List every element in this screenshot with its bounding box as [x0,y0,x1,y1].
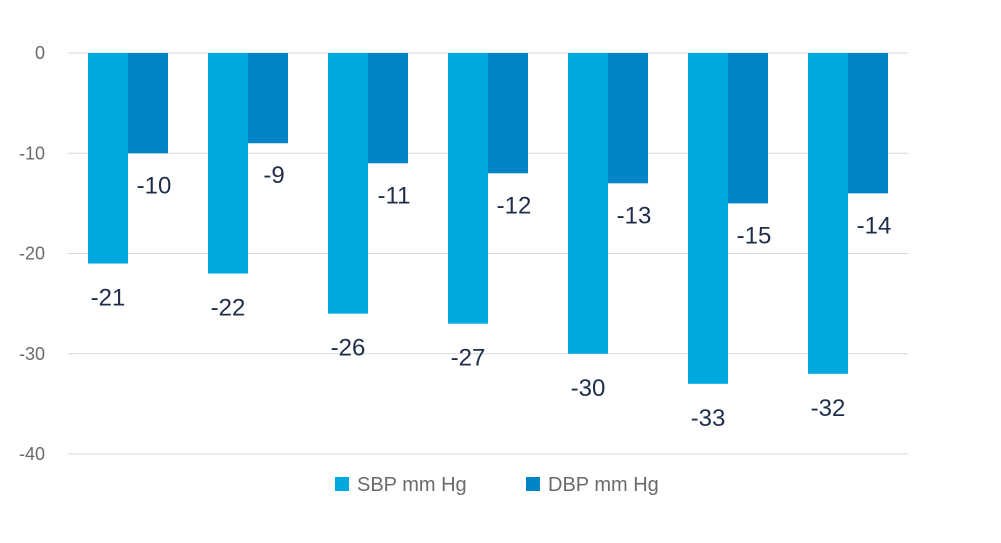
sbp-bar [328,53,368,314]
dbp-bar [608,53,648,184]
y-tick-label: -10 [19,143,45,163]
sbp-data-label: -32 [811,395,846,422]
sbp-bar [688,53,728,384]
dbp-data-label: -11 [378,182,411,209]
dbp-bar [848,53,888,194]
sbp-data-label: -22 [211,295,246,322]
bars [88,53,888,384]
y-tick-label: -40 [19,444,45,464]
legend-swatch-dbp [526,477,540,491]
legend-swatch-sbp [335,477,349,491]
y-tick-label: 0 [35,43,45,63]
dbp-data-label: -9 [263,162,284,189]
legend-label-dbp: DBP mm Hg [548,474,659,496]
sbp-bar [88,53,128,264]
sbp-bar [568,53,608,354]
dbp-data-label: -12 [497,192,532,219]
sbp-data-label: -27 [451,345,486,372]
sbp-data-label: -26 [331,335,366,362]
sbp-data-label: -30 [571,375,606,402]
dbp-data-label: -15 [737,222,772,249]
y-tick-label: -30 [19,344,45,364]
data-labels: -21 -22 -26 -27 -30 -33 -32 -10 -9 -11 -… [91,162,892,432]
y-tick-label: -20 [19,244,45,264]
dbp-data-label: -14 [857,212,892,239]
dbp-bar [128,53,168,154]
dbp-bar [488,53,528,174]
sbp-bar [808,53,848,374]
dbp-bar [368,53,408,164]
y-axis-ticks: 0 -10 -20 -30 -40 [19,43,45,464]
dbp-data-label: -10 [137,172,172,199]
sbp-data-label: -33 [691,405,726,432]
dbp-bar [248,53,288,144]
dbp-bar [728,53,768,204]
sbp-data-label: -21 [91,285,126,312]
legend: SBP mm Hg DBP mm Hg [335,474,659,496]
sbp-bar [208,53,248,274]
sbp-bar [448,53,488,324]
legend-label-sbp: SBP mm Hg [357,474,467,496]
dbp-data-label: -13 [617,202,652,229]
